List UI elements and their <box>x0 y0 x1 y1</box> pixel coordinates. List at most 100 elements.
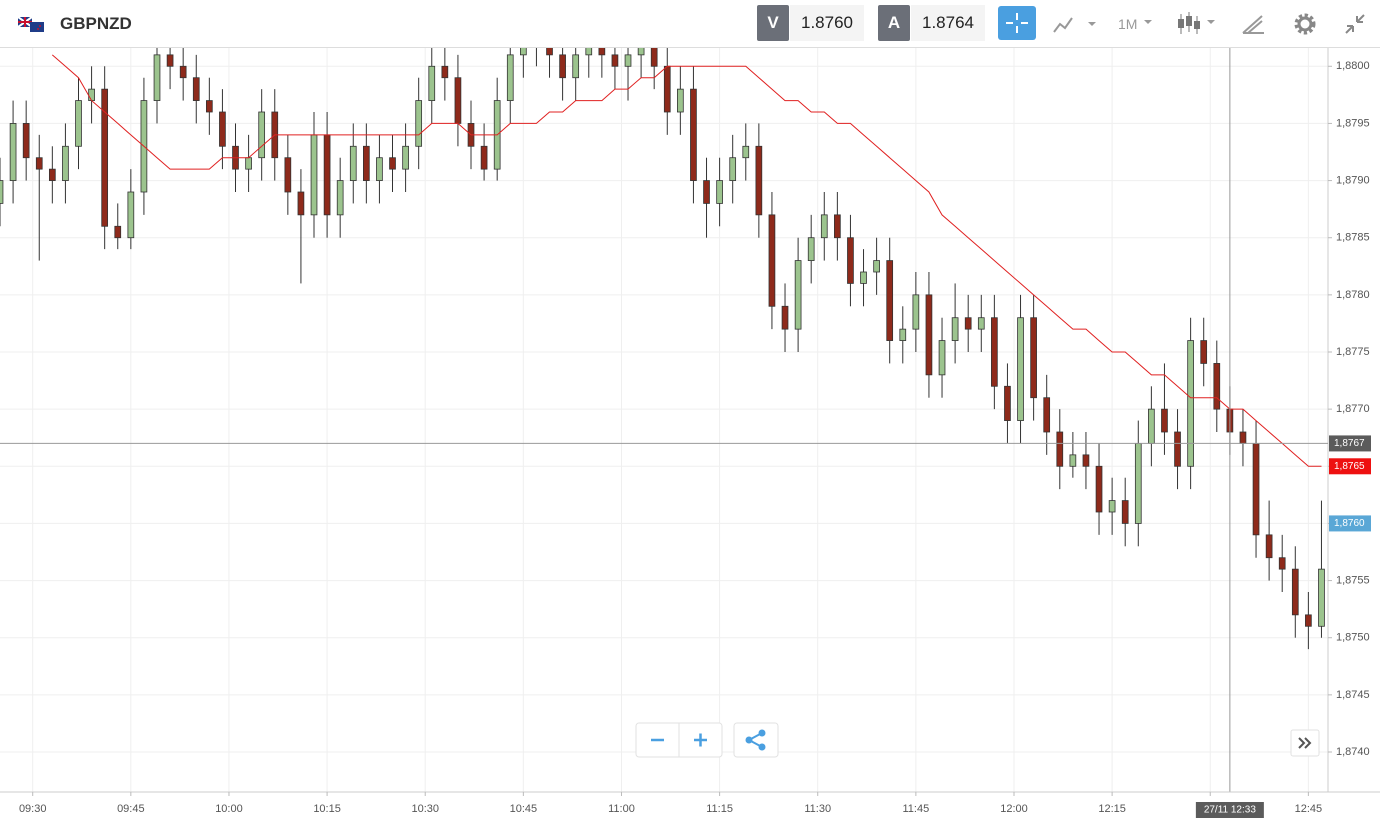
candle-body <box>716 180 723 204</box>
x-tick-label: 11:00 <box>608 803 635 815</box>
y-tick-label: 1,8780 <box>1336 289 1370 301</box>
share-icon <box>745 729 766 751</box>
candle-body <box>454 77 462 124</box>
candle-body <box>572 54 580 79</box>
candle-body <box>101 88 109 227</box>
candle-body <box>624 54 632 67</box>
crosshair-time-label: 27/11 12:33 <box>1204 805 1257 816</box>
candle-body <box>546 48 553 56</box>
timeframe-caret <box>1144 20 1152 24</box>
candle-body <box>1095 465 1103 513</box>
candle-body <box>62 145 69 181</box>
candle-body <box>1265 534 1273 559</box>
ask-price[interactable]: 1.8764 <box>911 5 985 41</box>
candle-body <box>1278 557 1286 570</box>
candle-body <box>794 260 802 330</box>
zoom-controls <box>635 722 1320 758</box>
candle-body <box>0 180 4 204</box>
candle-body <box>310 134 318 216</box>
candle-body <box>860 271 867 284</box>
candle-body <box>912 294 920 330</box>
candle-body <box>127 191 135 239</box>
bid-label: V <box>757 5 789 41</box>
candle-body <box>755 145 763 216</box>
settings-button[interactable] <box>1292 11 1318 37</box>
candle-body <box>703 180 710 204</box>
candle-body <box>415 100 423 147</box>
candle-body <box>1017 317 1024 421</box>
chart-type-button[interactable] <box>1050 12 1100 36</box>
x-tick-label: 10:30 <box>411 803 439 815</box>
candle-body <box>153 54 161 101</box>
candle-body <box>781 305 789 330</box>
candle-body <box>336 180 344 216</box>
candle-body <box>88 88 95 101</box>
zoom-in-button[interactable] <box>694 733 707 747</box>
candle-body <box>1161 408 1168 433</box>
candle-body <box>925 294 933 376</box>
candle-body <box>1056 431 1064 467</box>
price-label: 1,8760 <box>1334 518 1365 529</box>
candle-body <box>166 54 174 67</box>
candle-body <box>834 214 841 239</box>
candle-body <box>428 65 436 101</box>
x-tick-label: 10:15 <box>313 803 341 815</box>
crosshair-button[interactable] <box>998 6 1036 40</box>
candle-body <box>402 145 409 170</box>
candle-body <box>1187 340 1194 467</box>
y-tick-label: 1,8770 <box>1336 403 1370 415</box>
y-tick-label: 1,8785 <box>1336 232 1370 244</box>
candle-body <box>690 88 697 181</box>
candle-body <box>1030 317 1037 399</box>
bid-price[interactable]: 1.8760 <box>790 5 864 41</box>
candle-body <box>284 157 292 193</box>
y-tick-label: 1,8745 <box>1336 689 1370 701</box>
collapse-button[interactable] <box>1342 11 1368 37</box>
crosshair-time-box <box>1195 802 1264 818</box>
candle-body <box>9 123 17 181</box>
price-label-box <box>1329 435 1371 452</box>
draw-tool-button[interactable] <box>1240 12 1268 36</box>
candle-body <box>219 111 226 147</box>
candle-body <box>807 237 815 261</box>
y-tick-label: 1,8775 <box>1336 346 1370 358</box>
candle-body <box>1174 431 1181 467</box>
y-tick-label: 1,8795 <box>1336 117 1370 129</box>
price-label: 1,8765 <box>1334 461 1365 472</box>
x-tick-label: 10:45 <box>510 803 538 815</box>
candle-body <box>1318 568 1325 627</box>
symbol: GBPNZD <box>60 14 132 33</box>
flag-icon <box>18 17 44 32</box>
candle-body <box>977 317 985 330</box>
share-button[interactable] <box>733 722 779 758</box>
candle-body <box>1148 408 1155 444</box>
candle-body <box>1291 568 1299 616</box>
x-tick-label: 12:45 <box>1295 803 1323 815</box>
chart: 1,8740 1,8745 1,8750 1,8755 1,8760 1,8765 1,87… <box>0 48 1380 818</box>
candle-body <box>991 317 998 387</box>
y-tick-label: 1,8755 <box>1336 574 1370 586</box>
candle-body <box>1121 500 1129 524</box>
candle-body <box>1069 454 1077 467</box>
candle-style-button[interactable] <box>1175 10 1225 38</box>
scroll-end-icon <box>1298 737 1312 749</box>
candle-body <box>520 48 527 56</box>
candle-body <box>768 214 776 307</box>
x-tick-label: 12:00 <box>1000 803 1028 815</box>
candle-body <box>1004 385 1011 421</box>
candle-body <box>441 65 449 79</box>
y-tick-label: 1,8790 <box>1336 174 1370 186</box>
candle-body <box>1134 443 1142 524</box>
candle-body <box>1082 454 1090 467</box>
candle-body <box>742 145 750 159</box>
candle-body <box>886 260 894 341</box>
x-tick-label: 09:30 <box>19 803 47 815</box>
candle-body <box>114 225 122 239</box>
candle-body <box>964 317 972 330</box>
candle-body <box>820 214 828 239</box>
candle-body <box>847 237 854 284</box>
candle-body <box>585 48 593 56</box>
candle-body <box>559 54 566 79</box>
timeframe-button[interactable]: 1M <box>1118 16 1138 32</box>
